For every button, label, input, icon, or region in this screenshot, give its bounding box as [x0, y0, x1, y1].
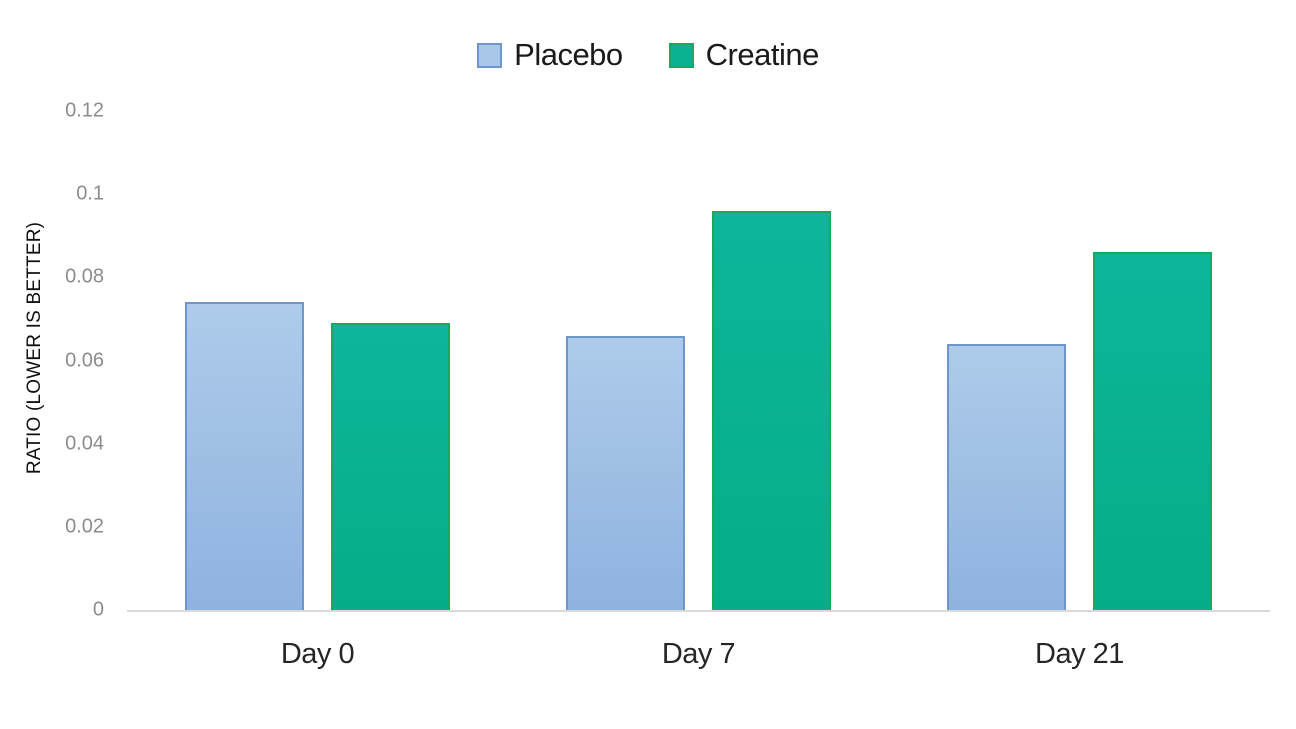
x-category-label: Day 0 [280, 638, 355, 670]
bar-placebo-day21 [947, 343, 1066, 610]
bar-placebo-day0 [185, 302, 304, 610]
y-tick-label: 0.06 [65, 349, 104, 371]
y-tick-label: 0.02 [65, 515, 104, 538]
legend-label: Placebo [514, 37, 623, 72]
x-category-label: Day 21 [1035, 638, 1124, 670]
legend-item-placebo: Placebo [477, 37, 623, 73]
y-tick-label: 0.1 [76, 182, 104, 205]
bar-creatine-day0 [331, 323, 450, 610]
legend-item-creatine: Creatine [668, 37, 820, 73]
y-tick-label: 0.12 [65, 99, 104, 122]
bar-creatine-day7 [712, 210, 831, 610]
bar-placebo-day7 [566, 335, 685, 610]
legend-swatch-icon [668, 42, 694, 68]
legend-swatch-icon [477, 42, 503, 68]
y-tick-label: 0.08 [65, 265, 104, 288]
x-category-label: Day 7 [661, 638, 736, 670]
plot-area [127, 111, 1270, 612]
y-tick-label: 0 [92, 598, 104, 621]
legend-label: Creatine [705, 37, 820, 72]
y-tick-label: 0.04 [65, 432, 104, 455]
chart-legend: Placebo Creatine [0, 34, 1296, 76]
bar-creatine-day21 [1093, 252, 1212, 610]
